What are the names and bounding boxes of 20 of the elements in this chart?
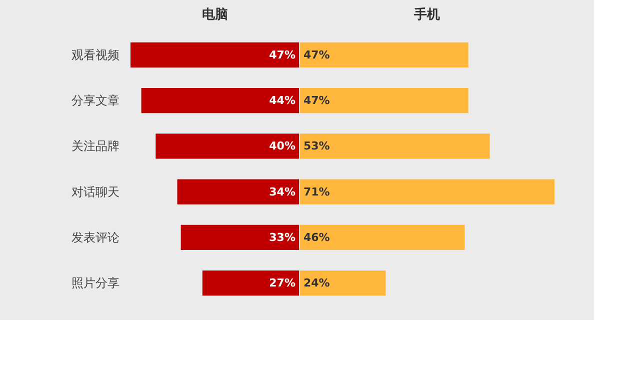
chart-title: 手机 bbox=[413, 6, 440, 22]
y-tick-label: 照片分享 bbox=[72, 276, 120, 290]
y-tick-label: 观看视频 bbox=[72, 48, 120, 62]
y-tick-label: 关注品牌 bbox=[72, 139, 120, 154]
data-label: 71% bbox=[304, 185, 330, 198]
data-label: 46% bbox=[304, 230, 330, 244]
chart-title: 电脑 bbox=[202, 6, 228, 22]
y-tick-label: 对话聊天 bbox=[72, 184, 120, 199]
data-label: 47% bbox=[304, 94, 330, 108]
data-label: 34% bbox=[269, 185, 296, 198]
data-label: 33% bbox=[269, 230, 296, 244]
y-tick-label: 分享文章 bbox=[72, 94, 120, 108]
data-label: 47% bbox=[269, 48, 296, 62]
data-label: 40% bbox=[269, 140, 296, 153]
data-label: 27% bbox=[269, 276, 296, 290]
y-tick-label: 发表评论 bbox=[72, 230, 120, 244]
data-label: 53% bbox=[304, 140, 330, 153]
data-label: 47% bbox=[304, 48, 330, 62]
data-label: 24% bbox=[304, 276, 330, 290]
data-label: 44% bbox=[269, 94, 296, 108]
